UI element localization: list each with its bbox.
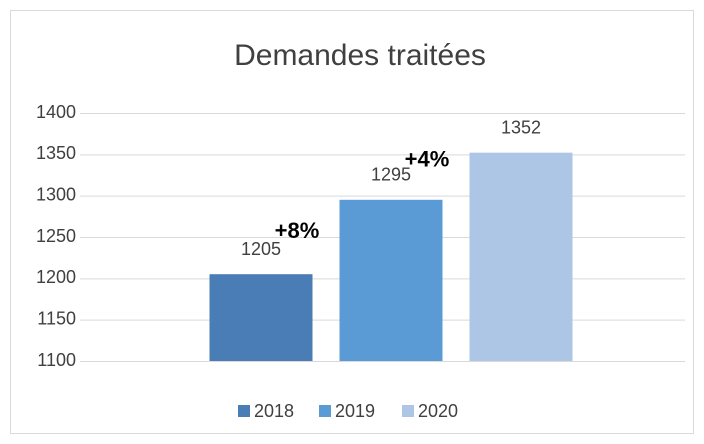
legend-label: 2019 [335,401,375,421]
bar [339,199,443,361]
y-tick-label: 1150 [37,308,76,328]
legend-label: 2020 [418,401,458,421]
annotation: +4% [405,147,450,172]
data-label: 1295 [371,165,411,185]
bar [469,152,573,361]
y-tick-label: 1300 [36,184,76,204]
legend-swatch [319,405,331,417]
legend-label: 2018 [254,401,294,421]
data-label: 1205 [241,239,281,259]
y-tick-label: 1350 [36,143,76,163]
chart-title: Demandes traitées [234,39,486,72]
data-label: 1352 [501,117,541,137]
y-tick-label: 1250 [36,226,76,246]
y-tick-label: 1100 [37,350,76,370]
legend-swatch [402,405,414,417]
bar [209,274,313,361]
y-tick-label: 1400 [36,102,76,122]
annotation: +8% [275,218,320,243]
legend-swatch [238,405,250,417]
y-tick-label: 1200 [36,267,76,287]
